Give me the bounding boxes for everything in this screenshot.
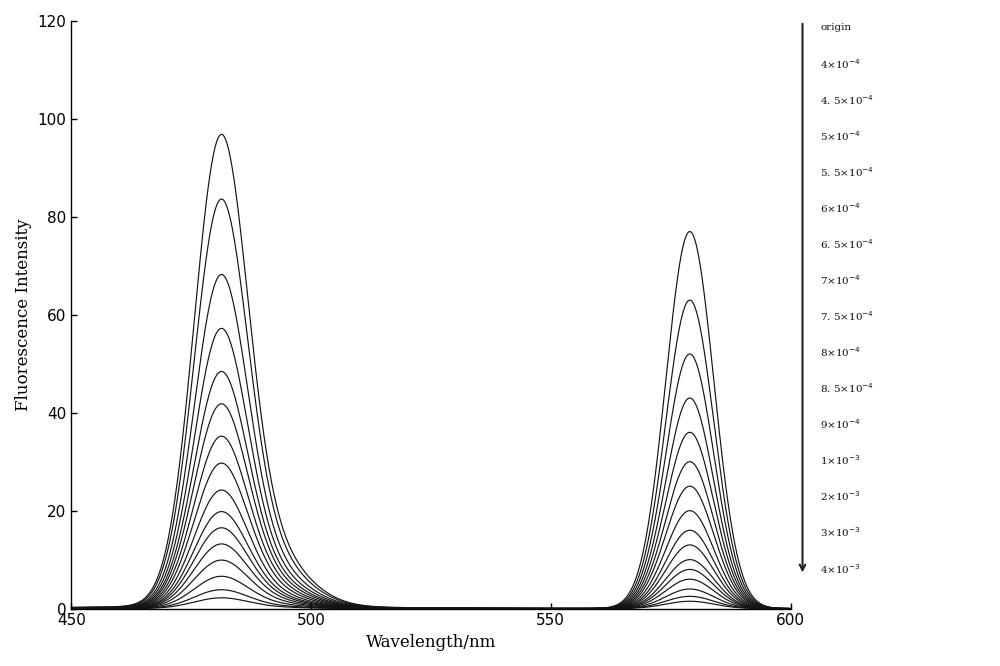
Text: 6. 5×10$^{-4}$: 6. 5×10$^{-4}$ xyxy=(820,237,875,251)
Text: 5×10$^{-4}$: 5×10$^{-4}$ xyxy=(820,129,861,143)
Text: 4. 5×10$^{-4}$: 4. 5×10$^{-4}$ xyxy=(820,93,875,107)
Text: 9×10$^{-4}$: 9×10$^{-4}$ xyxy=(820,418,861,432)
Y-axis label: Fluorescence Intensity: Fluorescence Intensity xyxy=(15,218,32,411)
Text: 3×10$^{-3}$: 3×10$^{-3}$ xyxy=(820,525,861,539)
Text: 4×10$^{-4}$: 4×10$^{-4}$ xyxy=(820,57,861,71)
Text: 8. 5×10$^{-4}$: 8. 5×10$^{-4}$ xyxy=(820,382,875,395)
Text: 8×10$^{-4}$: 8×10$^{-4}$ xyxy=(820,346,861,359)
Text: 6×10$^{-4}$: 6×10$^{-4}$ xyxy=(820,201,861,215)
Text: 7×10$^{-4}$: 7×10$^{-4}$ xyxy=(820,273,861,287)
Text: 4×10$^{-3}$: 4×10$^{-3}$ xyxy=(820,561,861,575)
Text: 1×10$^{-3}$: 1×10$^{-3}$ xyxy=(820,454,861,468)
X-axis label: Wavelength/nm: Wavelength/nm xyxy=(366,634,496,651)
Text: 7. 5×10$^{-4}$: 7. 5×10$^{-4}$ xyxy=(820,309,875,323)
Text: origin: origin xyxy=(820,23,852,32)
Text: 5. 5×10$^{-4}$: 5. 5×10$^{-4}$ xyxy=(820,165,875,178)
Text: 2×10$^{-3}$: 2×10$^{-3}$ xyxy=(820,490,861,503)
